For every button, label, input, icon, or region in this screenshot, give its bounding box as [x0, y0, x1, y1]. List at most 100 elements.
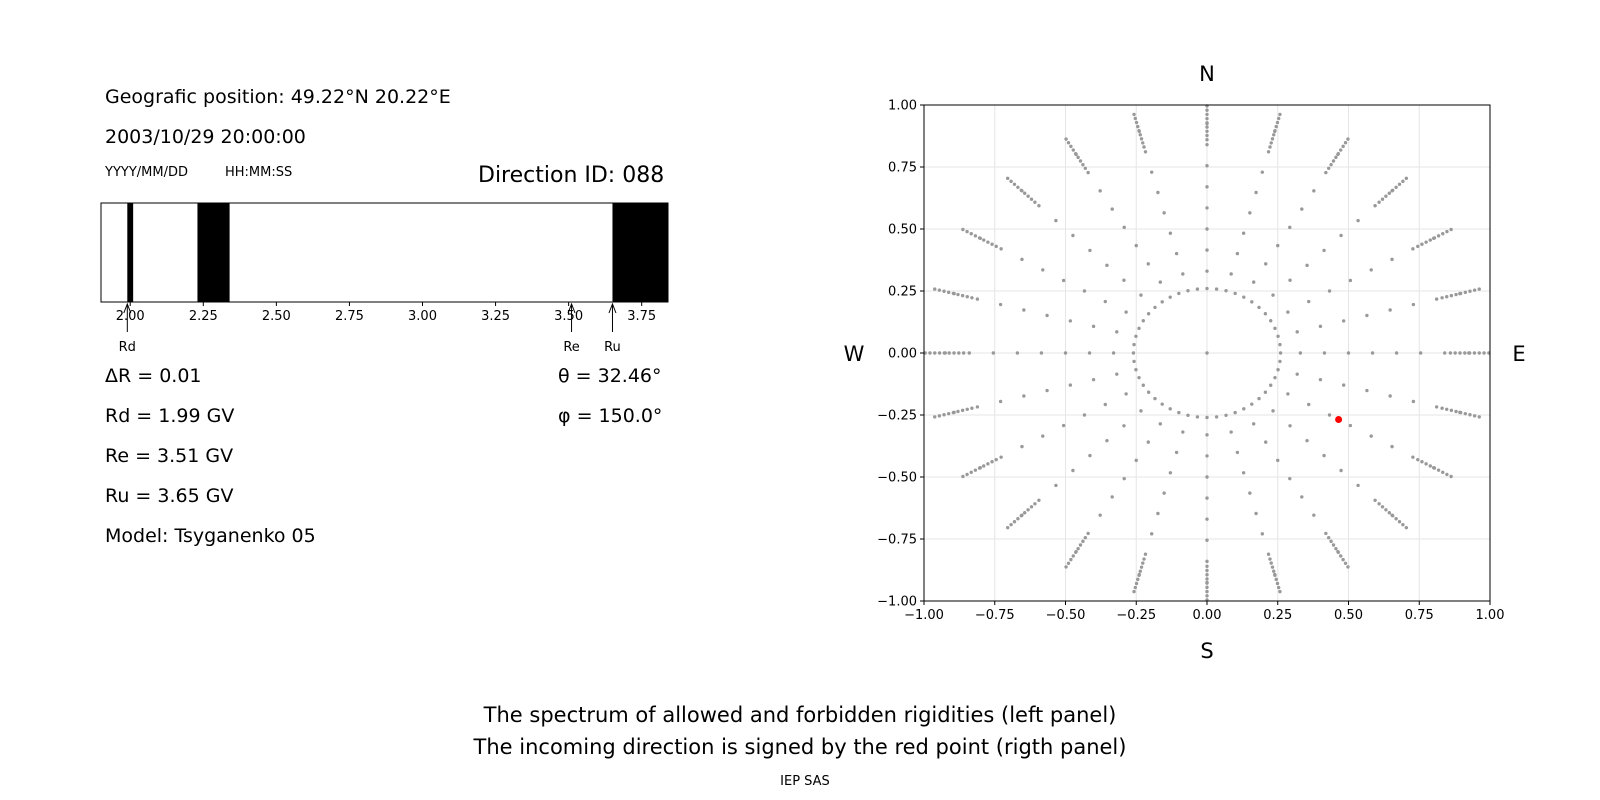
direction-point [1298, 351, 1303, 355]
direction-point [1138, 133, 1142, 137]
direction-point [1445, 407, 1449, 411]
direction-point [975, 297, 980, 301]
direction-point [1229, 430, 1233, 434]
direction-point [1260, 532, 1265, 536]
direction-point [1428, 464, 1432, 468]
direction-point [1276, 243, 1280, 248]
direction-point [1377, 200, 1381, 204]
x-tick-label: 0.00 [1193, 608, 1222, 623]
direction-point [1397, 519, 1402, 524]
direction-point [1370, 351, 1375, 355]
direction-point [1069, 144, 1073, 149]
direction-point [1205, 496, 1209, 500]
direction-point [1134, 367, 1138, 372]
direction-point [1336, 151, 1341, 156]
direction-point [1326, 166, 1331, 170]
direction-point [1068, 319, 1073, 323]
direction-point [1257, 305, 1261, 310]
direction-point [1136, 124, 1140, 129]
spectrum-tick-label: 3.25 [481, 309, 510, 324]
y-tick-label: 1.00 [888, 99, 917, 114]
direction-point [1214, 287, 1219, 291]
direction-point [1181, 430, 1185, 434]
marker-label-re: Re [563, 340, 579, 355]
direction-point [1277, 116, 1281, 121]
direction-point [965, 407, 969, 411]
direction-point [1388, 394, 1392, 398]
direction-point [967, 351, 971, 355]
marker-label-rd: Rd [119, 340, 136, 355]
direction-point [1270, 137, 1275, 141]
direction-point [1272, 569, 1276, 573]
direction-id: Direction ID: 088 [478, 163, 665, 188]
direction-point [1242, 295, 1246, 299]
direction-point [1477, 415, 1481, 419]
ru-value: Ru = 3.65 GV [105, 485, 234, 507]
direction-point [1356, 483, 1360, 488]
direction-point [1472, 288, 1477, 292]
direction-point [1082, 289, 1087, 293]
direction-point [1054, 483, 1058, 488]
direction-point [986, 462, 990, 466]
direction-point [1324, 531, 1328, 536]
direction-point [1241, 231, 1246, 235]
direction-point [1205, 138, 1209, 142]
direction-point [1334, 155, 1338, 160]
direction-point [1404, 176, 1409, 181]
direction-point [1146, 390, 1151, 394]
footer-line-2: The incoming direction is signed by the … [473, 735, 1127, 759]
direction-point [1343, 561, 1348, 565]
direction-point [1273, 326, 1277, 331]
direction-point [1205, 125, 1209, 129]
direction-point [1131, 351, 1136, 355]
direction-point [1205, 415, 1209, 420]
direction-point [1122, 476, 1126, 481]
re-value: Re = 3.51 GV [105, 445, 234, 467]
direction-point [951, 291, 956, 296]
direction-point [965, 472, 969, 477]
direction-point [1088, 248, 1092, 253]
direction-point [970, 406, 974, 410]
direction-point [1397, 182, 1402, 187]
direction-point [1205, 589, 1209, 594]
direction-point [999, 455, 1003, 459]
y-tick-label: −1.00 [877, 595, 917, 610]
direction-point [1443, 351, 1447, 355]
x-tick-label: 1.00 [1476, 608, 1505, 623]
direction-point [1339, 468, 1343, 473]
direction-point [1348, 278, 1353, 283]
direction-point [1369, 268, 1373, 272]
direction-point [1324, 170, 1328, 175]
direction-point [1411, 302, 1416, 307]
model-label: Model: Tsyganenko 05 [105, 525, 316, 547]
direction-point [956, 292, 960, 297]
direction-point [1274, 124, 1278, 129]
direction-point [1177, 291, 1181, 296]
direction-point [1432, 466, 1437, 470]
direction-point [1138, 569, 1142, 573]
direction-point [1122, 225, 1126, 230]
direction-point [1078, 543, 1083, 547]
direction-point [1081, 539, 1085, 544]
compass-east: E [1512, 342, 1525, 366]
direction-point [1472, 351, 1477, 355]
direction-point [1387, 191, 1392, 195]
direction-point [1288, 278, 1292, 282]
direction-point [1153, 305, 1157, 310]
direction-point [1300, 495, 1304, 499]
direction-point [1384, 508, 1388, 512]
marker-arrow-head [608, 302, 617, 314]
direction-point [1233, 291, 1237, 296]
direction-point [1272, 133, 1276, 137]
spectrum-tick-label: 2.50 [262, 309, 291, 324]
direction-point [1205, 564, 1209, 568]
direction-point [1205, 129, 1209, 133]
direction-point [994, 457, 998, 462]
direction-point [1441, 232, 1445, 236]
direction-point [1162, 211, 1166, 215]
y-tick-label: −0.75 [877, 533, 917, 548]
direction-point [1263, 312, 1268, 316]
direction-point [1411, 247, 1415, 251]
direction-point [1076, 546, 1080, 551]
direction-point [1205, 585, 1209, 590]
